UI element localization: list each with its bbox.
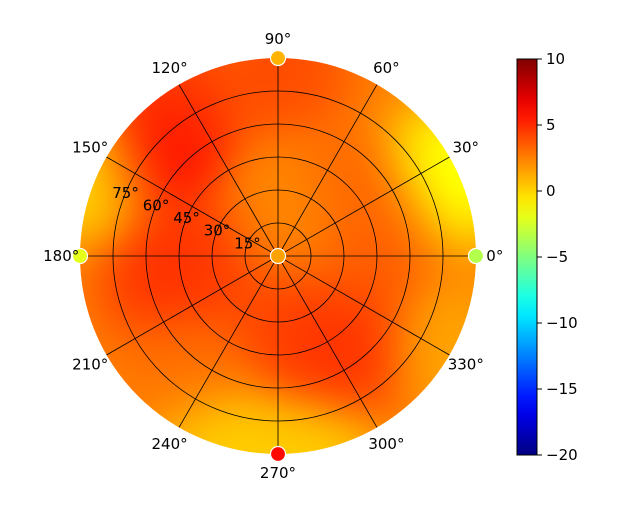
- angular-tick-labels: 0° 30° 60° 90° 120° 150° 180° 210° 240° 270° 300° 3…: [43, 30, 503, 482]
- colorbar-tick-label: −20: [546, 446, 578, 464]
- grid-spoke-120: [178, 84, 279, 257]
- angular-tick-label: 120°: [152, 59, 188, 77]
- grid-spoke-210: [106, 255, 279, 356]
- angular-tick-label: 30°: [452, 139, 479, 157]
- angular-tick-label: 210°: [72, 355, 108, 373]
- grid-spoke-300: [277, 255, 378, 428]
- polar-grid: [80, 58, 476, 454]
- point-marker-5: [467, 247, 485, 265]
- radial-tick-label: 15°: [234, 234, 261, 252]
- polar-plot: 0° 30° 60° 90° 120° 150° 180° 210° 240° 270° 300° 3…: [43, 30, 503, 482]
- angular-tick-label: 330°: [448, 355, 484, 373]
- angular-tick-label: 240°: [152, 435, 188, 453]
- angular-tick-label: 0°: [486, 247, 503, 265]
- colorbar-tick-label: −15: [546, 380, 578, 398]
- point-marker-3: [71, 247, 89, 265]
- colorbar-tick-label: −5: [546, 248, 568, 266]
- point-marker-0: [269, 247, 287, 265]
- point-markers: [71, 49, 485, 463]
- radial-tick-labels: 15°30°45°60°75°: [112, 184, 261, 253]
- grid-spoke-240: [178, 255, 279, 428]
- angular-tick-label: 270°: [260, 464, 296, 482]
- colorbar-tick-label: −10: [546, 314, 578, 332]
- grid-spoke-150: [106, 156, 279, 257]
- grid-spoke-330: [277, 255, 450, 356]
- point-marker-4: [269, 445, 287, 463]
- point-marker-2: [269, 49, 287, 67]
- angular-tick-label: 150°: [72, 139, 108, 157]
- angular-tick-label: 60°: [373, 59, 400, 77]
- colorbar-tick-label: 10: [546, 50, 565, 68]
- colorbar: 10 5 0 −5 −10 −15 −20: [516, 50, 578, 464]
- angular-tick-label: 180°: [43, 247, 79, 265]
- radial-tick-label: 30°: [204, 222, 231, 240]
- colorbar-ticks: 10 5 0 −5 −10 −15 −20: [537, 50, 578, 464]
- colorbar-gradient: [516, 58, 538, 456]
- angular-tick-label: 300°: [368, 435, 404, 453]
- grid-spoke-60: [277, 84, 378, 257]
- colorbar-tick-label: 5: [546, 116, 556, 134]
- radial-tick-label: 60°: [143, 196, 170, 214]
- radial-tick-label: 45°: [173, 209, 200, 227]
- colorbar-tick-label: 0: [546, 182, 556, 200]
- radial-tick-label: 75°: [112, 184, 139, 202]
- grid-spoke-30: [277, 156, 450, 257]
- angular-tick-label: 90°: [265, 30, 292, 48]
